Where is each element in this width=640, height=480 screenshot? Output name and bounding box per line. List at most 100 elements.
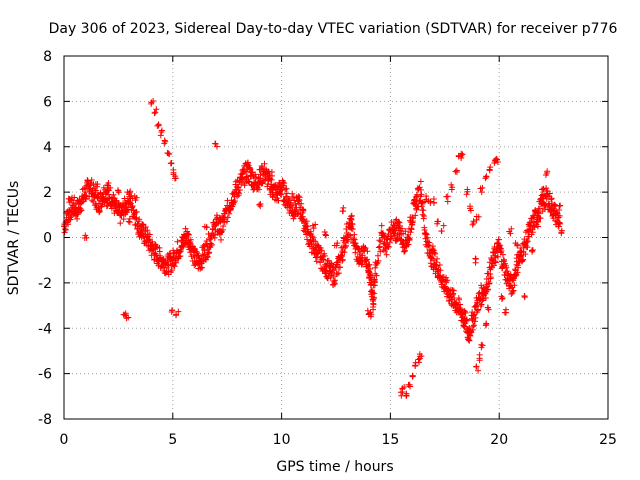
data-point bbox=[539, 200, 546, 207]
data-point bbox=[339, 256, 346, 263]
data-point bbox=[169, 307, 176, 314]
data-point bbox=[280, 179, 287, 186]
data-point bbox=[70, 199, 77, 206]
plot-frame bbox=[63, 55, 609, 420]
data-point bbox=[557, 220, 564, 227]
data-point bbox=[317, 244, 324, 251]
data-point bbox=[397, 389, 404, 396]
data-point bbox=[426, 250, 433, 257]
data-point bbox=[352, 245, 359, 252]
data-point bbox=[191, 254, 198, 261]
data-point bbox=[438, 228, 445, 235]
data-point bbox=[383, 245, 390, 252]
data-point bbox=[213, 143, 220, 150]
data-point bbox=[282, 186, 289, 193]
data-point bbox=[88, 177, 95, 184]
data-point bbox=[405, 241, 412, 248]
data-point bbox=[407, 229, 414, 236]
data-point bbox=[517, 252, 524, 259]
data-point bbox=[224, 214, 231, 221]
data-point bbox=[244, 159, 251, 166]
data-point bbox=[65, 221, 72, 228]
data-point bbox=[551, 208, 558, 215]
data-point bbox=[235, 184, 242, 191]
data-point bbox=[512, 266, 519, 273]
x-tick-label: 0 bbox=[60, 432, 69, 448]
data-point bbox=[121, 195, 128, 202]
data-point bbox=[274, 191, 281, 198]
y-tick-label: -6 bbox=[38, 367, 52, 383]
data-point bbox=[464, 334, 471, 341]
data-point bbox=[166, 151, 173, 158]
data-point bbox=[423, 231, 430, 238]
data-point bbox=[466, 205, 473, 212]
data-point bbox=[70, 211, 77, 218]
data-point bbox=[268, 169, 275, 176]
data-point bbox=[321, 229, 328, 236]
data-point bbox=[148, 100, 155, 107]
data-point bbox=[361, 248, 368, 255]
data-point bbox=[436, 262, 443, 269]
data-point bbox=[187, 239, 194, 246]
data-point bbox=[313, 248, 320, 255]
data-point bbox=[393, 216, 400, 223]
data-point bbox=[231, 198, 238, 205]
data-point bbox=[156, 254, 163, 261]
data-point bbox=[474, 300, 481, 307]
data-point bbox=[452, 301, 459, 308]
data-point bbox=[412, 212, 419, 219]
data-point bbox=[433, 262, 440, 269]
data-point bbox=[412, 362, 419, 369]
y-tick-label: 8 bbox=[43, 49, 52, 65]
data-point bbox=[323, 267, 330, 274]
data-point bbox=[265, 177, 272, 184]
data-point bbox=[217, 216, 224, 223]
data-point bbox=[430, 199, 437, 206]
data-point bbox=[473, 216, 480, 223]
data-point bbox=[372, 264, 379, 271]
data-point bbox=[96, 208, 103, 215]
data-point bbox=[87, 182, 94, 189]
data-point bbox=[365, 268, 372, 275]
data-point bbox=[498, 295, 505, 302]
data-point bbox=[466, 337, 473, 344]
data-point bbox=[356, 251, 363, 258]
data-point bbox=[213, 220, 220, 227]
data-point bbox=[548, 202, 555, 209]
data-point bbox=[177, 252, 184, 259]
x-tick-label: 5 bbox=[168, 432, 177, 448]
data-point bbox=[508, 225, 515, 232]
data-point bbox=[312, 238, 319, 245]
data-point bbox=[257, 201, 264, 208]
data-point bbox=[238, 181, 245, 188]
data-point bbox=[82, 189, 89, 196]
data-point bbox=[146, 231, 153, 238]
data-point bbox=[504, 275, 511, 282]
data-series-sdtvar bbox=[61, 97, 565, 400]
data-point bbox=[350, 235, 357, 242]
data-point bbox=[81, 235, 88, 242]
data-point bbox=[535, 209, 542, 216]
data-point bbox=[457, 307, 464, 314]
data-point bbox=[317, 259, 324, 266]
data-point bbox=[92, 181, 99, 188]
data-point bbox=[261, 160, 268, 167]
data-point bbox=[108, 195, 115, 202]
data-point bbox=[343, 229, 350, 236]
data-point bbox=[269, 186, 276, 193]
data-point bbox=[182, 232, 189, 239]
data-point bbox=[462, 308, 469, 315]
data-point bbox=[245, 162, 252, 169]
data-point bbox=[342, 242, 349, 249]
data-point bbox=[248, 173, 255, 180]
data-point bbox=[195, 259, 202, 266]
data-point bbox=[296, 194, 303, 201]
data-point bbox=[240, 176, 247, 183]
data-point bbox=[369, 298, 376, 305]
data-point bbox=[403, 392, 410, 399]
x-tick-label: 10 bbox=[273, 432, 291, 448]
data-point bbox=[378, 222, 385, 229]
data-point bbox=[415, 356, 422, 363]
data-point bbox=[493, 155, 500, 162]
